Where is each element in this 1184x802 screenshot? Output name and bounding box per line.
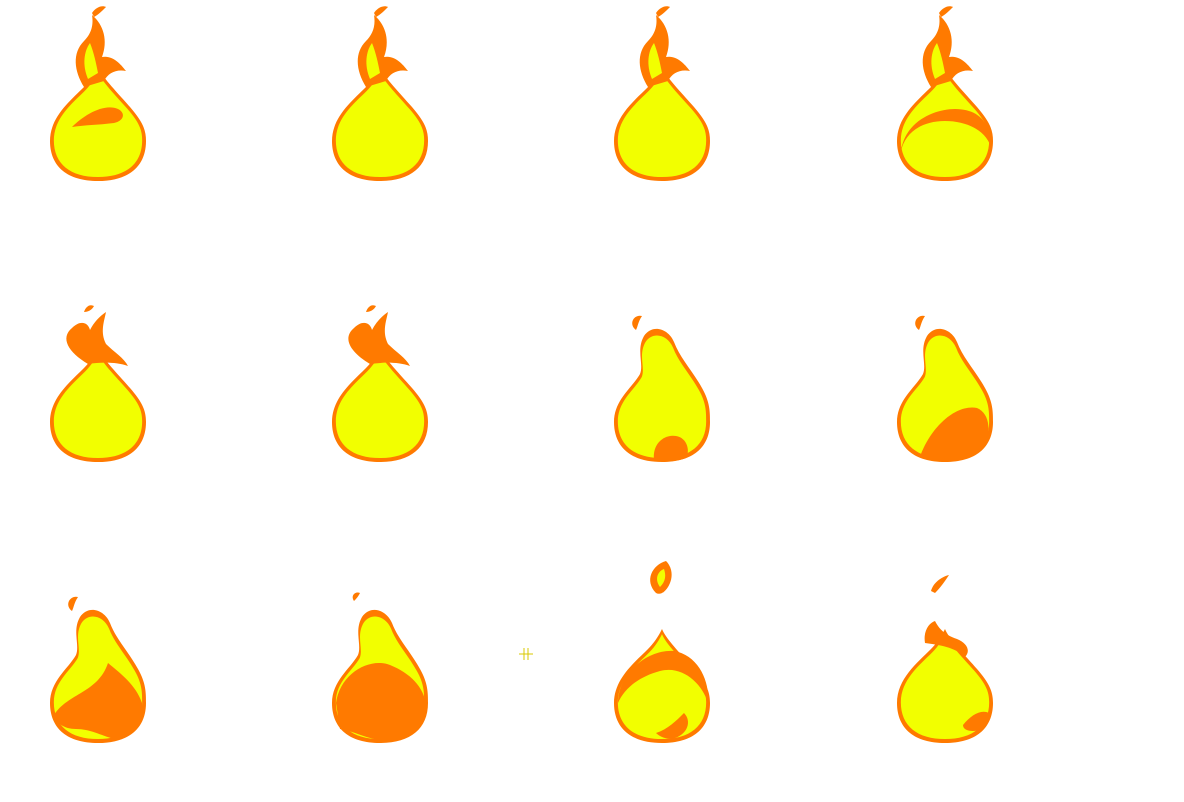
flame-spark xyxy=(352,592,360,601)
flame-spark xyxy=(656,6,670,17)
flame-band xyxy=(901,109,991,151)
flame-tip-highlight xyxy=(931,43,945,79)
flame-blob xyxy=(54,663,143,739)
flame-spot xyxy=(653,435,688,462)
flame-fill xyxy=(53,353,143,458)
flame-fill xyxy=(617,335,707,458)
crosshair-icon xyxy=(519,648,533,660)
flame-spark xyxy=(84,305,94,312)
flame-tip xyxy=(922,15,973,87)
flame-spark xyxy=(92,6,106,17)
flame-tip xyxy=(348,312,410,366)
flame-fill xyxy=(900,72,990,177)
flame-band xyxy=(618,650,709,703)
flame-tip xyxy=(75,15,126,87)
frame-10 xyxy=(332,592,428,743)
flame-fill xyxy=(900,634,990,739)
frame-5 xyxy=(50,305,146,462)
flame-blob xyxy=(921,407,989,461)
flame-tip-highlight xyxy=(657,569,666,587)
flame-fill xyxy=(617,634,707,739)
frame-11 xyxy=(614,561,710,743)
flame-tip xyxy=(357,15,408,87)
frame-4 xyxy=(897,6,993,181)
flame-tip-highlight xyxy=(84,43,98,79)
flame-tip-highlight xyxy=(366,43,380,79)
flame-spark xyxy=(374,6,388,17)
flame-fill xyxy=(335,353,425,458)
frame-3 xyxy=(614,6,710,181)
frame-1 xyxy=(50,6,146,181)
flame-swirl xyxy=(72,107,123,127)
flame-spark xyxy=(68,596,78,611)
frame-12 xyxy=(897,575,993,743)
flame-tip xyxy=(639,15,690,87)
flame-spark xyxy=(915,315,925,330)
flame-tip xyxy=(66,312,128,366)
flame-tip xyxy=(931,575,949,593)
frame-6 xyxy=(332,305,428,462)
flame-spot xyxy=(963,711,989,731)
frame-7 xyxy=(614,315,710,462)
flame-fill xyxy=(53,72,143,177)
frame-9 xyxy=(50,596,146,743)
flame-blob xyxy=(336,662,426,741)
frame-8 xyxy=(897,315,993,462)
flame-fill xyxy=(617,72,707,177)
flame-crown xyxy=(924,621,968,657)
flame-spark xyxy=(366,305,376,312)
flame-spark xyxy=(632,315,642,330)
flame-spot xyxy=(656,713,688,739)
flame-spark xyxy=(939,6,953,17)
flame-fill xyxy=(335,72,425,177)
frame-2 xyxy=(332,6,428,181)
flame-tip-highlight xyxy=(648,43,662,79)
